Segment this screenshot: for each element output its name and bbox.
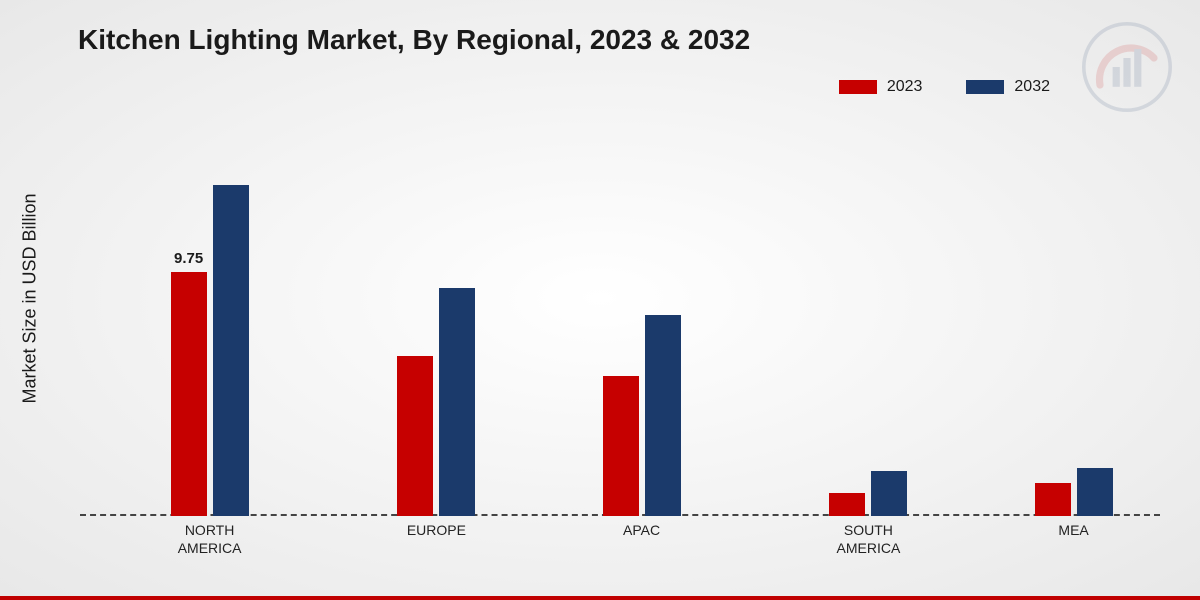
bar [829, 493, 865, 516]
legend-swatch [839, 80, 877, 94]
bar-group: APAC [603, 315, 681, 516]
x-axis-category-label: EUROPE [407, 522, 466, 540]
plot-area: 9.75NORTH AMERICA EUROPE APAC SOUTH AMERICA… [80, 140, 1160, 516]
legend-swatch [966, 80, 1004, 94]
bar [397, 356, 433, 516]
chart-title: Kitchen Lighting Market, By Regional, 20… [78, 24, 750, 56]
bar-value-label: 9.75 [174, 250, 203, 267]
bar-group: EUROPE [397, 288, 475, 516]
chart-canvas: Kitchen Lighting Market, By Regional, 20… [0, 0, 1200, 600]
x-axis-category-label: APAC [623, 522, 660, 540]
y-axis-label: Market Size in USD Billion [20, 193, 41, 403]
bar [213, 185, 249, 516]
bar [439, 288, 475, 516]
bar [1035, 483, 1071, 516]
bar-group: SOUTH AMERICA [829, 471, 907, 516]
bar [1077, 468, 1113, 516]
x-axis-category-label: SOUTH AMERICA [836, 522, 900, 557]
x-axis-category-label: NORTH AMERICA [178, 522, 242, 557]
bar [645, 315, 681, 516]
legend-item: 2023 [839, 78, 923, 96]
bar: 9.75 [171, 272, 207, 516]
legend-item: 2032 [966, 78, 1050, 96]
bar-group: MEA [1035, 468, 1113, 516]
bar [603, 376, 639, 516]
bar-group: 9.75NORTH AMERICA [171, 185, 249, 516]
brand-watermark-icon [1082, 22, 1172, 112]
y-axis-label-wrap: Market Size in USD Billion [10, 0, 50, 596]
x-axis-category-label: MEA [1058, 522, 1088, 540]
legend-label: 2032 [1014, 78, 1050, 96]
legend: 2023 2032 [839, 78, 1050, 96]
bar [871, 471, 907, 516]
legend-label: 2023 [887, 78, 923, 96]
